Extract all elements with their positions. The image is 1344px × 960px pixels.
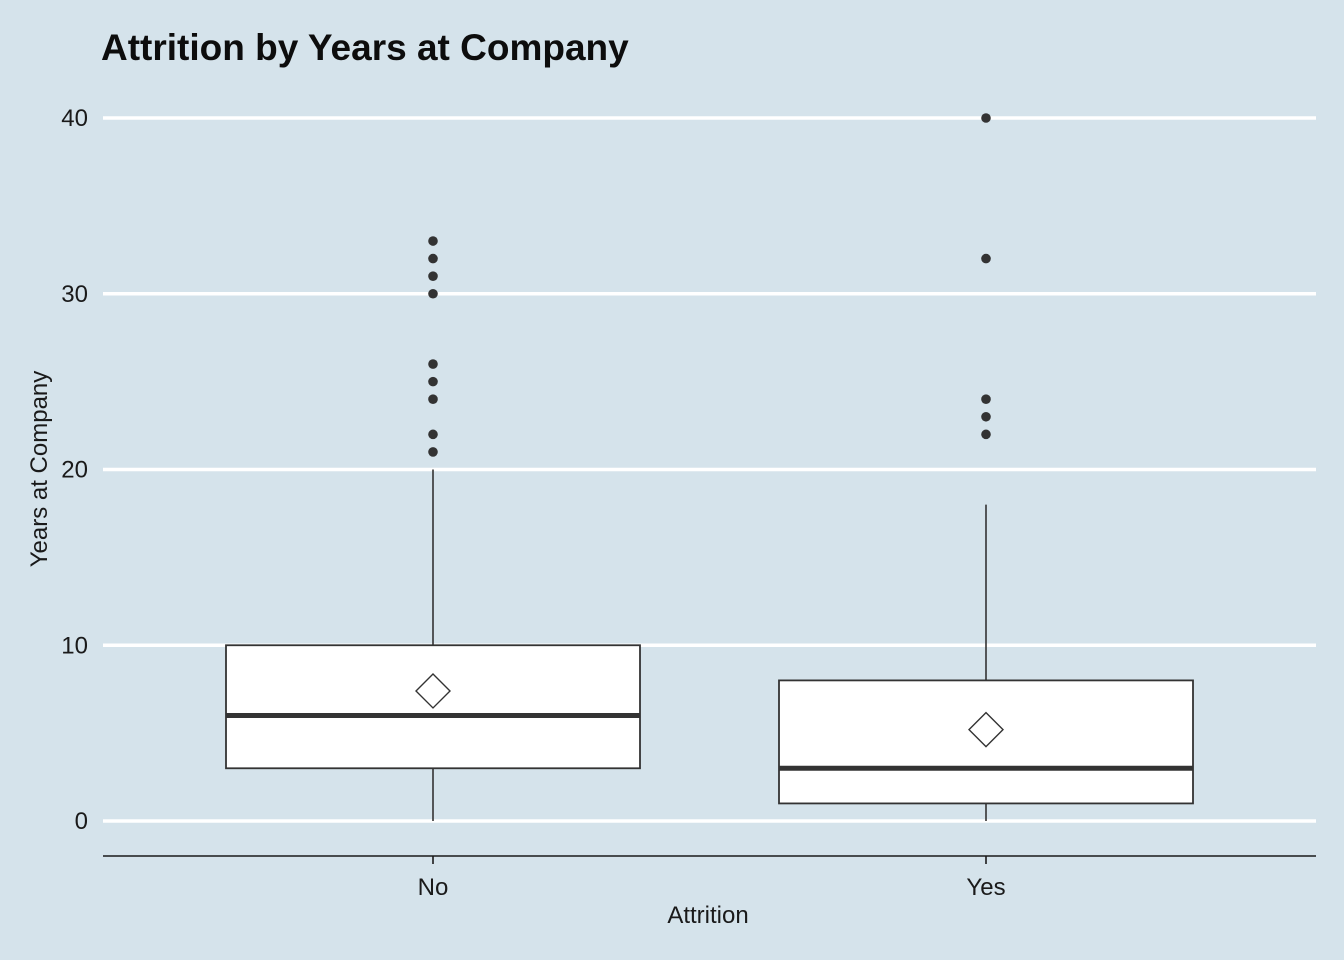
y-axis-ticks: 0 10 20 30 40 xyxy=(61,105,88,835)
chart-title: Attrition by Years at Company xyxy=(101,27,629,68)
y-tick-label-40: 40 xyxy=(61,105,88,132)
outlier-point xyxy=(981,411,991,422)
outlier-point xyxy=(428,359,438,369)
mean-marker xyxy=(968,711,1004,748)
outlier-point xyxy=(428,288,438,299)
outlier-point xyxy=(428,429,438,440)
outlier-point xyxy=(981,394,991,405)
y-tick-label-10: 10 xyxy=(61,632,88,659)
outlier-point xyxy=(428,376,438,387)
y-axis-label: Years at Company xyxy=(26,371,53,568)
x-axis-label: Attrition xyxy=(667,902,748,929)
y-tick-label-0: 0 xyxy=(75,808,88,835)
box-yes xyxy=(778,113,1194,821)
outlier-point xyxy=(981,429,991,440)
outlier-point xyxy=(428,447,438,457)
x-tick-label-no: No xyxy=(418,874,449,901)
outlier-point xyxy=(981,253,991,264)
outlier-point xyxy=(428,236,438,246)
boxes xyxy=(225,113,1194,821)
outlier-point xyxy=(428,394,438,405)
y-tick-label-30: 30 xyxy=(61,281,88,308)
outlier-point xyxy=(981,113,991,123)
outlier-point xyxy=(428,253,438,264)
outlier-point xyxy=(428,271,438,281)
box-no xyxy=(225,236,641,821)
y-tick-label-20: 20 xyxy=(61,457,88,484)
mean-marker xyxy=(415,672,451,709)
x-axis: No Yes xyxy=(103,855,1316,901)
x-tick-label-yes: Yes xyxy=(966,874,1005,901)
